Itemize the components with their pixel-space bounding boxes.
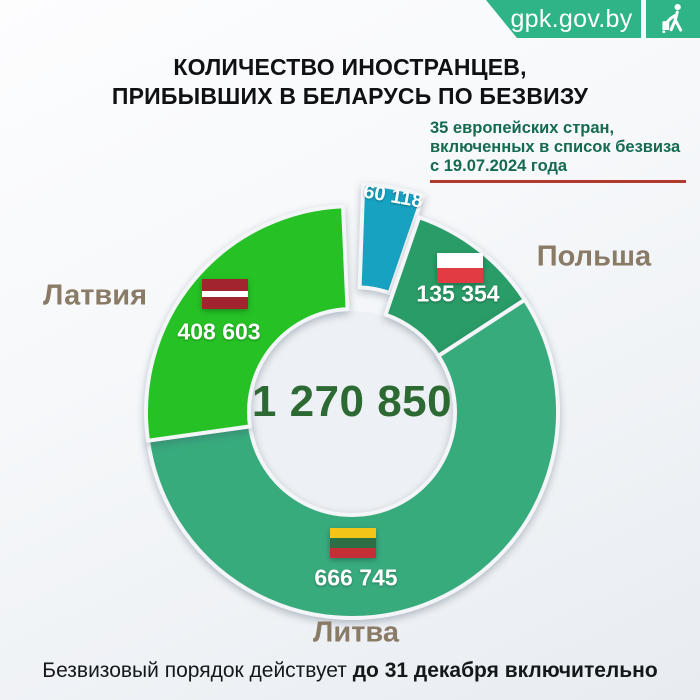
donut-segment-other: [357, 182, 426, 295]
note-text: 35 европейских стран, включенных в списо…: [430, 119, 680, 176]
flag-stripe: [330, 528, 376, 538]
traveler-icon-glyph: [662, 3, 683, 34]
flag-stripe: [330, 548, 376, 558]
segment-value-latvia: 408 603: [177, 318, 261, 345]
page-title-line1: КОЛИЧЕСТВО ИНОСТРАНЦЕВ,: [173, 54, 527, 80]
flag-stripe: [437, 253, 483, 268]
total-value: 1 270 850: [251, 377, 453, 426]
traveler-icon: [646, 0, 700, 38]
footer-regular: Безвизовый порядок действует: [42, 659, 347, 682]
lithuania-flag-icon: [330, 528, 376, 558]
segment-value-poland: 135 354: [416, 280, 500, 307]
page-title-line2: ПРИБЫВШИХ В БЕЛАРУСЬ ПО БЕЗВИЗУ: [111, 83, 589, 109]
poland-flag-icon: [437, 253, 483, 283]
segment-label-lithuania: Литва: [313, 616, 399, 649]
donut-hole: [251, 311, 453, 513]
segment-value-lithuania: 666 745: [314, 564, 398, 591]
note-line2: включенных в список безвиза: [430, 138, 681, 156]
latvia-flag-icon: [202, 279, 248, 309]
segment-label-poland: Польша: [536, 240, 652, 273]
donut-segment-latvia: [144, 204, 350, 443]
site-url: gpk.gov.by: [510, 4, 633, 33]
note-line1: 35 европейских стран,: [430, 119, 615, 137]
page-title: КОЛИЧЕСТВО ИНОСТРАНЦЕВ, ПРИБЫВШИХ В БЕЛА…: [0, 53, 700, 111]
donut-segment-lithuania: [146, 297, 560, 620]
flag-stripe: [202, 291, 248, 297]
site-banner: gpk.gov.by: [486, 0, 641, 38]
note-line3: с 19.07.2024 года: [430, 157, 568, 175]
footer-bold: до 31 декабря включительно: [352, 659, 658, 682]
flag-stripe: [330, 538, 376, 548]
flag-stripe: [202, 279, 248, 291]
footer-note: Безвизовый порядок действует до 31 декаб…: [0, 659, 700, 683]
flag-stripe: [202, 297, 248, 309]
segment-label-latvia: Латвия: [43, 279, 147, 312]
note-underline: [430, 180, 686, 183]
flag-stripe: [437, 268, 483, 283]
